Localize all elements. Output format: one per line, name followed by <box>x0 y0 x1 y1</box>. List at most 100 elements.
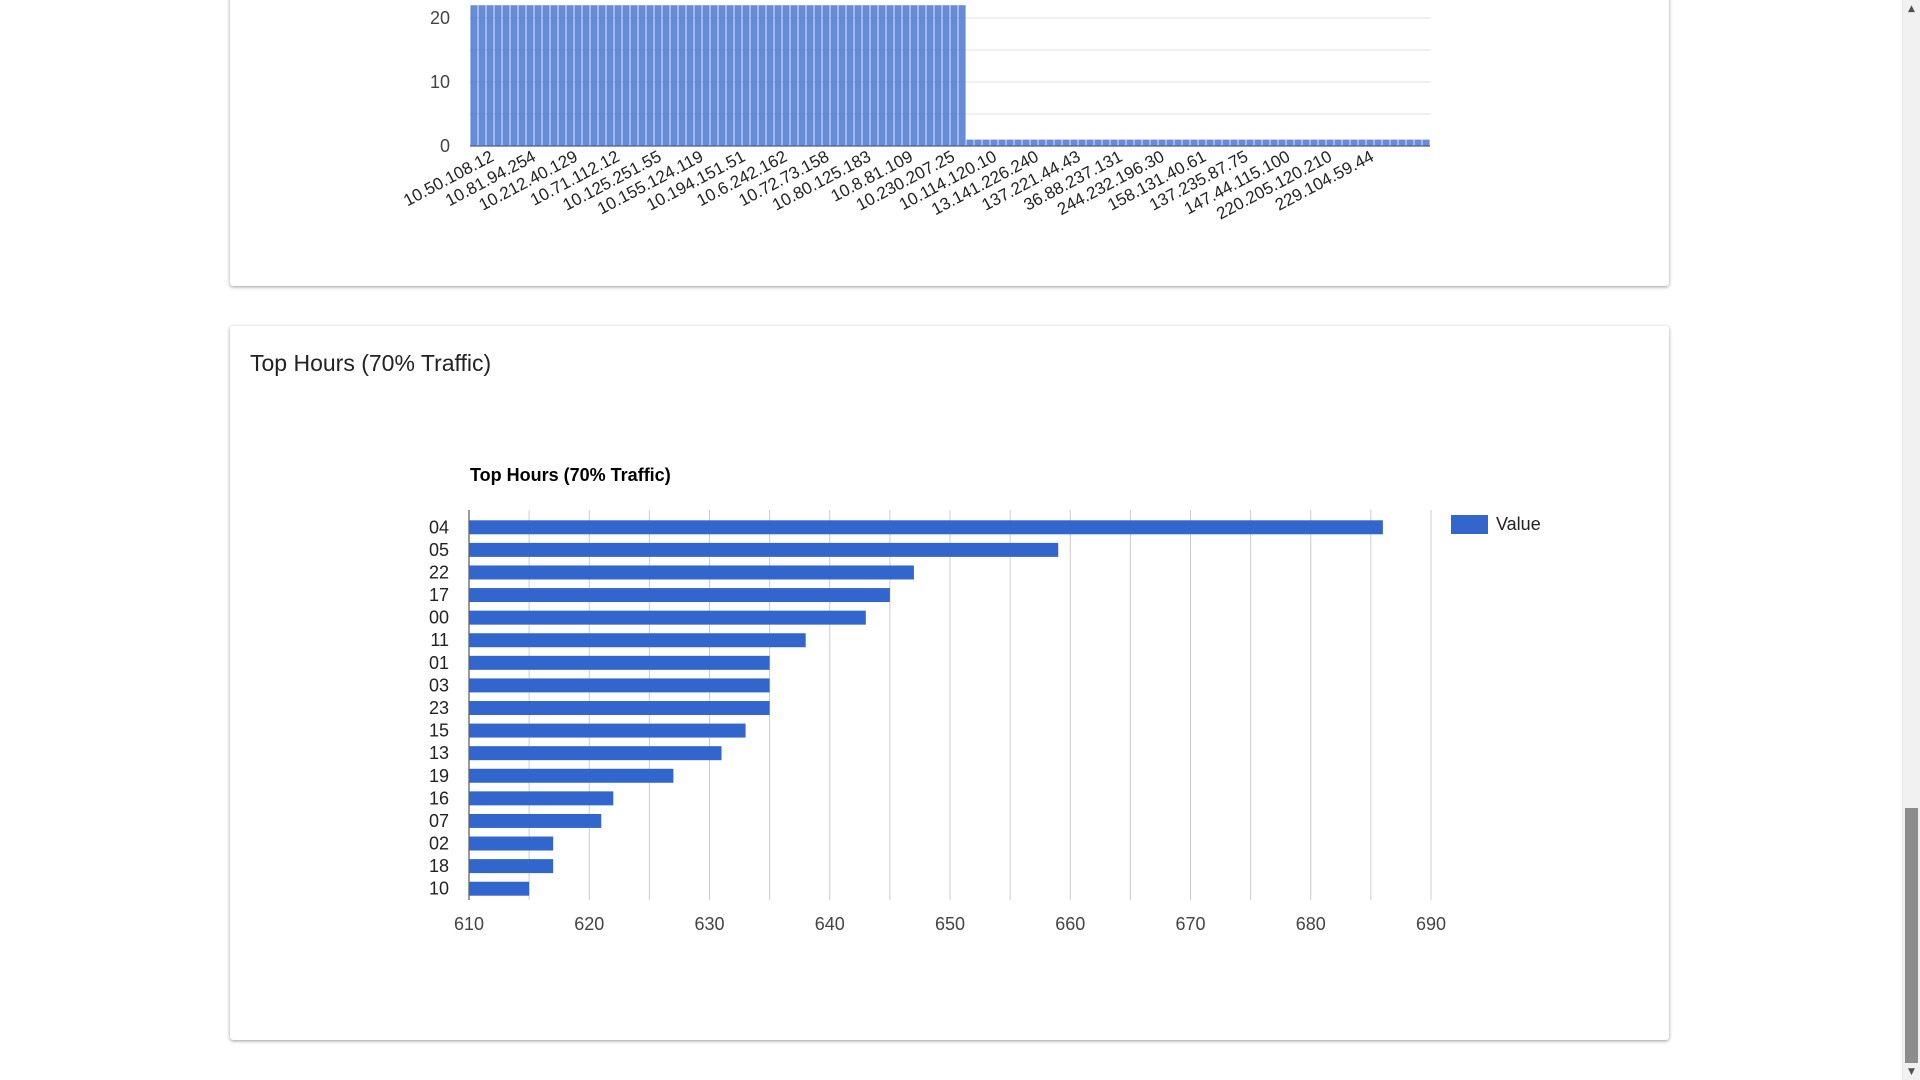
ip-bar <box>1286 139 1294 146</box>
ip-bar <box>838 5 846 147</box>
ip-bar <box>878 5 886 147</box>
y-category-label: 19 <box>429 766 449 786</box>
ip-bar <box>1398 139 1406 146</box>
ip-bar <box>1046 139 1054 146</box>
scroll-down-icon[interactable]: ▼ <box>1908 1066 1915 1077</box>
ip-bar <box>1102 139 1110 146</box>
ip-bar <box>622 5 630 147</box>
ip-bar <box>582 5 590 147</box>
ip-bar <box>1222 139 1230 146</box>
ip-bar <box>758 5 766 147</box>
ip-bar <box>1150 139 1158 146</box>
hour-bar <box>469 723 746 738</box>
ip-bar <box>998 139 1006 146</box>
ip-bar <box>686 5 694 147</box>
hour-bar <box>469 542 1059 557</box>
x-tick-label: 650 <box>935 914 965 934</box>
ip-bar <box>654 5 662 147</box>
ip-bar <box>910 5 918 147</box>
ip-bar <box>1166 139 1174 146</box>
ip-bar <box>1246 139 1254 146</box>
ip-bar <box>1110 139 1118 146</box>
ip-bar <box>1030 139 1038 146</box>
ip-bar <box>854 5 862 147</box>
ip-bar <box>1422 139 1430 146</box>
hour-bar <box>469 678 770 693</box>
ip-bar <box>478 5 486 147</box>
y-category-label: 04 <box>429 517 449 537</box>
ip-bar <box>1326 139 1334 146</box>
ip-bar <box>1006 139 1014 146</box>
x-tick-label: 690 <box>1416 914 1446 934</box>
ip-bar <box>670 5 678 147</box>
y-category-label: 18 <box>429 856 449 876</box>
ip-bar <box>958 5 966 147</box>
ip-bar <box>742 5 750 147</box>
ip-bar <box>486 5 494 147</box>
scroll-up-icon[interactable]: ▲ <box>1908 3 1915 14</box>
ip-bar <box>822 5 830 147</box>
y-category-label: 15 <box>429 721 449 741</box>
ip-bar <box>966 139 974 146</box>
y-category-label: 16 <box>429 788 449 808</box>
hour-bar <box>469 791 614 806</box>
hour-bar <box>469 565 914 580</box>
ip-bar <box>606 5 614 147</box>
ip-bar <box>1118 139 1126 146</box>
hour-bar <box>469 610 866 625</box>
ip-bar <box>934 5 942 147</box>
ip-bar <box>926 5 934 147</box>
ip-bar <box>1126 139 1134 146</box>
hour-bar <box>469 588 890 603</box>
ip-bar <box>574 5 582 147</box>
ip-bar <box>950 5 958 147</box>
ip-bar <box>702 5 710 147</box>
ip-bar <box>1278 139 1286 146</box>
scrollbar-thumb[interactable] <box>1905 808 1918 1063</box>
ip-bar <box>782 5 790 147</box>
ip-bar <box>1310 139 1318 146</box>
y-category-label: 22 <box>429 562 449 582</box>
ip-bar <box>1206 139 1214 146</box>
x-tick-label: 610 <box>454 914 484 934</box>
hour-bar <box>469 881 530 896</box>
ip-bar <box>510 5 518 147</box>
ip-bar <box>470 5 478 147</box>
ip-bar <box>806 5 814 147</box>
legend-swatch <box>1451 515 1488 534</box>
ip-bar <box>1078 139 1086 146</box>
ip-bar <box>638 5 646 147</box>
x-tick-label: 660 <box>1055 914 1085 934</box>
ip-bar <box>518 5 526 147</box>
ip-bar <box>870 5 878 147</box>
ip-bar <box>1070 139 1078 146</box>
ip-bar <box>662 5 670 147</box>
ip-bar <box>1382 139 1390 146</box>
ip-bar <box>894 5 902 147</box>
ip-bar <box>1254 139 1262 146</box>
ip-bar <box>846 5 854 147</box>
ip-bar <box>734 5 742 147</box>
ip-chart-card: 0 10 20 10.50.108.12 10.81.94.254 10.212.40.… <box>230 0 1669 286</box>
x-tick-label: 680 <box>1296 914 1326 934</box>
ip-bar <box>886 5 894 147</box>
hour-bar <box>469 768 674 783</box>
hour-bar <box>469 520 1383 535</box>
ip-bar <box>646 5 654 147</box>
ip-bar <box>942 5 950 147</box>
y-category-label: 17 <box>429 585 449 605</box>
y-category-label: 05 <box>429 540 449 560</box>
ip-bar <box>814 5 822 147</box>
vertical-scrollbar[interactable]: ▲ ▼ <box>1902 0 1920 1080</box>
ip-bar <box>982 139 990 146</box>
ip-bar <box>1262 139 1270 146</box>
ip-bar <box>1142 139 1150 146</box>
ip-bar <box>550 5 558 147</box>
y-category-label: 03 <box>429 675 449 695</box>
ip-bar <box>1062 139 1070 146</box>
ip-bar <box>1238 139 1246 146</box>
ip-bar <box>1318 139 1326 146</box>
ip-bar <box>1350 139 1358 146</box>
